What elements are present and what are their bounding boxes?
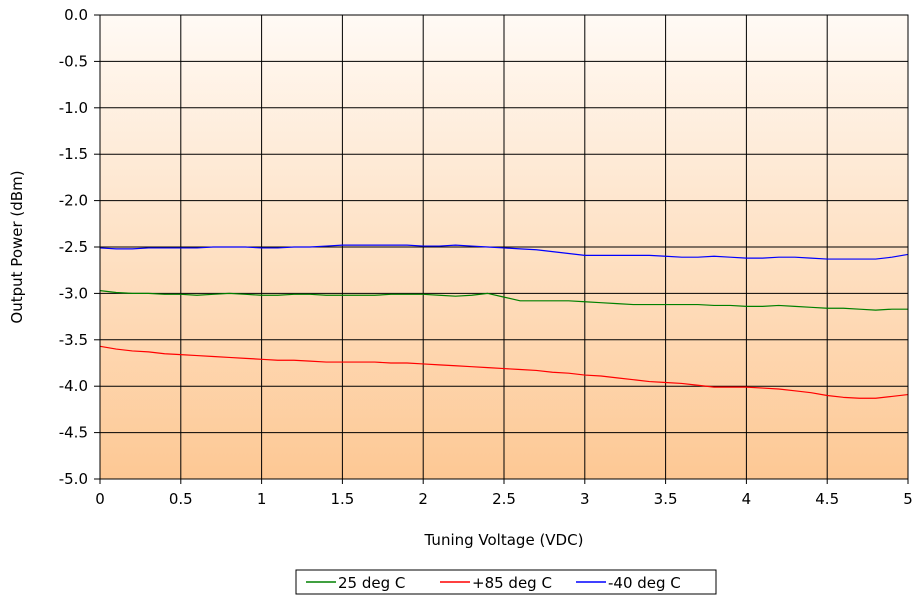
y-tick-label: -5.0 — [59, 470, 88, 488]
y-tick-label: -1.5 — [59, 145, 88, 163]
y-tick-label: -3.0 — [59, 284, 88, 302]
legend-label-1: 25 deg C — [338, 574, 405, 592]
series-group — [100, 244, 908, 399]
y-axis: 0.0 -0.5 -1.0 -1.5 -2.0 -2.5 -3.0 -3.5 -4.0 -4.5 -… — [59, 6, 100, 488]
y-tick-label: -4.0 — [59, 377, 88, 395]
y-tick-label: -4.5 — [59, 424, 88, 442]
x-tick-label: 5 — [903, 490, 913, 508]
legend: 25 deg C +85 deg C -40 deg C — [295, 569, 717, 595]
legend-label-2: +85 deg C — [472, 574, 552, 592]
x-tick-label: 1 — [257, 490, 267, 508]
x-tick-label: 4 — [742, 490, 752, 508]
series-line-2 — [100, 345, 908, 399]
x-tick-label: 3.5 — [654, 490, 678, 508]
y-axis-title: Output Power (dBm) — [8, 170, 26, 323]
x-tick-label: 2.5 — [492, 490, 516, 508]
y-tick-label: -1.0 — [59, 99, 88, 117]
y-tick-label: 0.0 — [64, 6, 88, 24]
legend-box — [295, 569, 717, 595]
x-tick-label: 0 — [95, 490, 105, 508]
y-tick-label: -0.5 — [59, 52, 88, 70]
x-tick-label: 4.5 — [815, 490, 839, 508]
y-tick-label: -2.0 — [59, 192, 88, 210]
x-axis: 0 0.5 1 1.5 2 2.5 3 3.5 4 4.5 5 — [95, 479, 913, 508]
y-tick-label: -2.5 — [59, 238, 88, 256]
series-line-3 — [100, 244, 908, 260]
series-line-1 — [100, 290, 908, 311]
legend-label-3: -40 deg C — [608, 574, 681, 592]
x-tick-label: 1.5 — [330, 490, 354, 508]
x-axis-title: Tuning Voltage (VDC) — [424, 531, 584, 549]
y-tick-label: -3.5 — [59, 331, 88, 349]
x-tick-label: 0.5 — [169, 490, 193, 508]
x-tick-label: 3 — [580, 490, 590, 508]
x-tick-label: 2 — [418, 490, 428, 508]
